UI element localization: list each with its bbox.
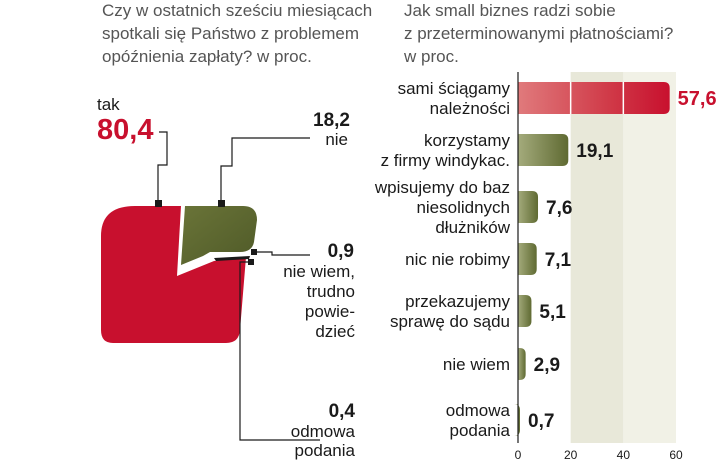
left-title-line-1: Czy w ostatnich sześciu miesiącach [102, 1, 372, 20]
bar-1 [518, 134, 569, 166]
marker-odmowa [248, 259, 254, 265]
bar-value-1: 19,1 [576, 141, 613, 162]
bar-2 [518, 191, 539, 223]
leader-odmowa [239, 261, 320, 441]
label-odmowa-2: podania [294, 441, 355, 460]
marker-nie [218, 200, 225, 207]
value-tak: 80,4 [97, 114, 153, 146]
category-label-6-1: podania [449, 421, 510, 440]
x-tick-60: 60 [669, 448, 683, 462]
pie-slice-nie-wiem [211, 252, 252, 259]
category-label-1-0: korzystamy [424, 131, 510, 150]
category-label-0-0: sami ściągamy [398, 79, 511, 98]
category-label-6-0: odmowa [446, 401, 511, 420]
x-tick-0: 0 [515, 448, 522, 462]
category-label-4-0: przekazujemy [405, 292, 510, 311]
leader-nie [220, 137, 310, 203]
marker-tak [155, 200, 162, 207]
label-nie-wiem-3: powie- [305, 302, 355, 321]
leader-nie-wiem [256, 251, 310, 256]
label-nie: nie [325, 130, 348, 149]
leader-tak [157, 131, 168, 204]
bar-0 [518, 82, 670, 114]
bar-5 [518, 348, 526, 380]
category-label-2-1: niesolidnych [416, 198, 510, 217]
bar-3 [518, 243, 537, 275]
bar-value-4: 5,1 [539, 302, 566, 323]
bar-4 [518, 295, 532, 327]
pie-slice-nie [181, 206, 257, 265]
category-label-0-1: należności [430, 99, 510, 118]
pie-slice-odmowa [214, 256, 250, 261]
right-title-line-2: z przeterminowanymi płatnościami? [404, 24, 673, 43]
value-odmowa: 0,4 [329, 401, 356, 422]
band-20-40 [570, 72, 624, 443]
band-40-60 [623, 72, 676, 443]
bar-value-2: 7,6 [546, 198, 572, 219]
label-nie-wiem-4: dzieć [315, 322, 355, 341]
label-nie-wiem-1: nie wiem, [283, 262, 355, 281]
category-label-2-2: dłużników [435, 218, 510, 237]
bar-value-5: 2,9 [534, 355, 560, 376]
value-nie-wiem: 0,9 [328, 241, 354, 262]
x-tick-20: 20 [564, 448, 578, 462]
bar-6 [514, 404, 520, 436]
label-tak: tak [97, 95, 120, 114]
x-tick-40: 40 [617, 448, 631, 462]
category-label-1-1: z firmy windykac. [381, 151, 510, 170]
pie-slice-tak [101, 206, 246, 343]
label-nie-wiem-2: trudno [307, 282, 355, 301]
left-title-line-3: opóźnienia zapłaty? w proc. [102, 47, 312, 66]
category-label-2-0: wpisujemy do baz [374, 178, 510, 197]
bar-value-0: 57,6 [678, 88, 717, 110]
bar-value-3: 7,1 [545, 250, 572, 271]
marker-nie-wiem [251, 249, 257, 255]
category-label-3-0: nic nie robimy [405, 250, 510, 269]
right-title-line-1: Jak small biznes radzi sobie [404, 1, 616, 20]
label-odmowa-1: odmowa [291, 422, 356, 441]
left-chart: Czy w ostatnich sześciu miesiącach spotk… [97, 1, 372, 460]
right-title-line-3: w proc. [403, 47, 459, 66]
right-chart: Jak small biznes radzi sobie z przetermi… [374, 1, 717, 462]
bar-value-6: 0,7 [528, 411, 554, 432]
left-title-line-2: spotkali się Państwo z problemem [102, 24, 359, 43]
category-label-5-0: nie wiem [443, 355, 510, 374]
category-label-4-1: sprawę do sądu [390, 312, 510, 331]
value-nie: 18,2 [313, 110, 350, 131]
